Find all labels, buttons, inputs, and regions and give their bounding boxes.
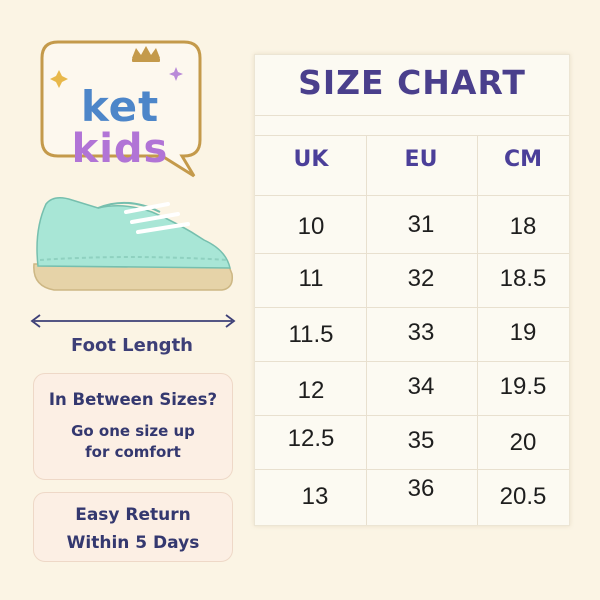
table-cell-eu: 33 <box>407 319 435 346</box>
table-cell-uk: 11 <box>298 265 324 292</box>
sparkle-icon <box>50 70 68 88</box>
table-cell-uk: 11.5 <box>288 321 334 348</box>
shoe-icon <box>33 197 234 291</box>
table-cell-eu: 34 <box>407 373 435 400</box>
table-cell-eu: 35 <box>407 427 435 454</box>
easy-return-line1: Easy Return <box>75 505 191 525</box>
size-advice-line1: Go one size up <box>71 422 195 440</box>
table-cell-uk: 13 <box>301 483 329 510</box>
in-between-sizes-question: In Between Sizes? <box>48 390 218 409</box>
brand-kids: kids <box>71 126 169 172</box>
table-cell-cm: 18.5 <box>499 265 547 292</box>
size-chart-title: SIZE CHART <box>298 63 526 102</box>
easy-return-box: Easy Return Within 5 Days <box>33 492 233 562</box>
table-cell-cm: 20.5 <box>499 483 547 510</box>
table-cell-eu: 31 <box>407 211 435 238</box>
column-header-cm: CM <box>503 147 543 172</box>
table-cell-eu: 32 <box>407 265 435 292</box>
table-cell-uk: 12.5 <box>287 425 335 452</box>
table-cell-cm: 18 <box>509 213 537 240</box>
column-header-eu: EU <box>404 147 438 172</box>
table-cell-cm: 19.5 <box>499 373 547 400</box>
easy-return-line2: Within 5 Days <box>66 533 200 553</box>
size-chart-table: SIZE CHART UK EU CM 10 31 18 11 32 18.5 … <box>254 54 570 526</box>
crown-icon <box>132 46 160 62</box>
table-cell-cm: 20 <box>509 429 537 456</box>
brand-ket: ket <box>80 82 160 131</box>
speech-bubble-icon <box>40 40 202 178</box>
size-advice-line2: for comfort <box>85 443 181 461</box>
column-header-uk: UK <box>293 147 329 172</box>
table-cell-uk: 12 <box>297 377 325 404</box>
sparkle-icon-small <box>169 67 183 81</box>
double-arrow-icon <box>30 314 236 328</box>
foot-length-label: Foot Length <box>71 335 193 356</box>
table-cell-cm: 19 <box>509 319 537 346</box>
brand-logo: ket kids <box>34 36 206 181</box>
in-between-sizes-box: In Between Sizes? Go one size up for com… <box>33 373 233 480</box>
table-cell-eu: 36 <box>407 475 435 502</box>
table-cell-uk: 10 <box>297 213 325 240</box>
